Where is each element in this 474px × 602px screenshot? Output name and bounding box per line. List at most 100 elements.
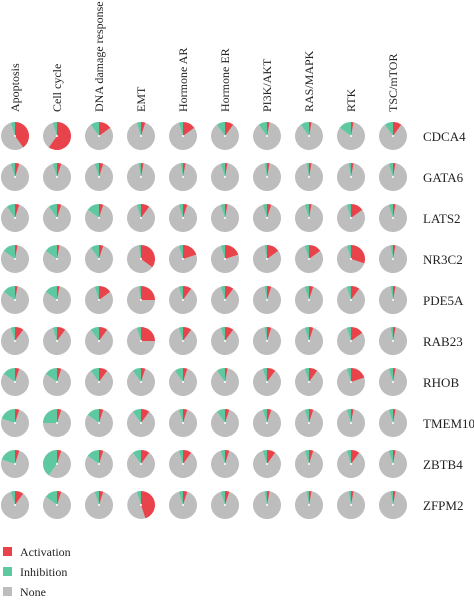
pie-slice-activation	[15, 327, 24, 341]
pie-slice-activation	[99, 286, 111, 300]
pie-center-dot	[98, 217, 100, 219]
pie-slice-activation	[309, 286, 314, 300]
pie-center-dot	[140, 340, 142, 342]
gene-label: RHOB	[423, 375, 459, 390]
pie-center-dot	[224, 340, 226, 342]
pie-slice-inhibition	[216, 122, 225, 136]
pie-center-dot	[182, 504, 184, 506]
pie-slice-inhibition	[43, 409, 57, 423]
pie-cell	[211, 204, 240, 233]
pie-center-dot	[350, 340, 352, 342]
pie-slice-activation	[141, 450, 150, 464]
pie-cell	[85, 286, 114, 315]
pie-slice-inhibition	[216, 368, 225, 382]
pie-slice-activation	[393, 204, 396, 218]
pie-center-dot	[182, 258, 184, 260]
gene-label: RAB23	[423, 334, 463, 349]
pie-slice-inhibition	[178, 491, 183, 505]
pie-center-dot	[56, 135, 58, 137]
pie-slice-inhibition	[306, 163, 309, 177]
pie-center-dot	[98, 504, 100, 506]
pathway-label: RTK	[344, 88, 358, 112]
gene-label: ZBTB4	[423, 457, 463, 472]
pie-slice-activation	[267, 163, 270, 177]
pie-slice-inhibition	[304, 450, 309, 464]
pie-cell	[169, 204, 198, 233]
pie-center-dot	[224, 299, 226, 301]
pie-cell	[379, 204, 408, 233]
pie-slice-inhibition	[384, 122, 393, 136]
pie-slice-activation	[141, 122, 146, 136]
pie-center-dot	[140, 258, 142, 260]
pie-slice-inhibition	[220, 163, 225, 177]
pie-slice-inhibition	[348, 491, 351, 505]
pie-slice-activation	[351, 163, 354, 177]
pie-slice-none	[85, 329, 114, 355]
pie-slice-activation	[267, 245, 279, 259]
pie-slice-inhibition	[220, 491, 225, 505]
pie-cell	[168, 245, 197, 274]
pie-cell	[42, 368, 71, 397]
pie-slice-inhibition	[220, 245, 225, 259]
pie-cell	[252, 327, 281, 356]
pie-slice-activation	[99, 450, 104, 464]
pie-slice-inhibition	[262, 450, 267, 464]
pie-cell	[126, 368, 155, 397]
pie-cell	[379, 286, 407, 315]
legend-item: Activation	[3, 545, 71, 559]
pie-slice-activation	[15, 245, 18, 259]
pie-cell	[210, 245, 239, 274]
pie-slice-activation	[183, 368, 188, 382]
pie-cell	[253, 368, 282, 397]
pie-cell	[337, 491, 366, 520]
pie-center-dot	[56, 463, 58, 465]
pie-center-dot	[392, 135, 394, 137]
pie-center-dot	[266, 381, 268, 383]
pie-center-dot	[308, 422, 310, 424]
pie-slice-activation	[15, 163, 20, 177]
gene-label: NR3C2	[423, 252, 463, 267]
pie-slice-activation	[99, 409, 104, 423]
pie-center-dot	[392, 217, 394, 219]
pie-slice-inhibition	[136, 327, 141, 341]
pie-cell	[337, 163, 365, 192]
pie-slice-activation	[393, 122, 402, 136]
pie-center-dot	[392, 176, 394, 178]
pie-slice-inhibition	[264, 163, 267, 177]
pie-slice-activation	[267, 286, 272, 300]
pie-cell	[1, 163, 29, 192]
pie-cell	[295, 204, 324, 233]
pie-slice-inhibition	[132, 368, 141, 382]
pie-cell	[252, 286, 281, 315]
pie-grid	[0, 122, 408, 520]
pie-cell	[379, 163, 408, 192]
pie-cell	[85, 327, 114, 355]
pie-cell	[127, 163, 155, 192]
pie-slice-inhibition	[174, 368, 183, 382]
pie-slice-none	[1, 122, 24, 151]
pie-slice-activation	[183, 204, 188, 218]
pie-center-dot	[14, 258, 16, 260]
pie-slice-activation	[99, 204, 104, 218]
pie-center-dot	[56, 299, 58, 301]
pie-center-dot	[140, 463, 142, 465]
pie-slice-inhibition	[48, 204, 57, 218]
pathway-label: EMT	[134, 86, 148, 112]
pie-slice-activation	[183, 327, 192, 341]
pie-center-dot	[350, 176, 352, 178]
pie-center-dot	[266, 135, 268, 137]
pie-slice-inhibition	[220, 450, 225, 464]
pie-slice-inhibition	[45, 368, 57, 382]
pie-center-dot	[266, 340, 268, 342]
pie-slice-inhibition	[388, 163, 393, 177]
pie-slice-inhibition	[306, 491, 309, 505]
pie-slice-inhibition	[304, 286, 309, 300]
gene-labels: CDCA4 GATA6 LATS2 NR3C2 PDE5A RAB23 RHOB TMEM10…	[423, 129, 474, 513]
pie-cell	[253, 450, 282, 479]
pie-slice-activation	[351, 204, 363, 218]
pie-center-dot	[182, 135, 184, 137]
pie-slice-activation	[141, 163, 144, 177]
pie-slice-inhibition	[42, 450, 57, 476]
pie-slice-inhibition	[304, 327, 309, 341]
pie-center-dot	[14, 135, 16, 137]
